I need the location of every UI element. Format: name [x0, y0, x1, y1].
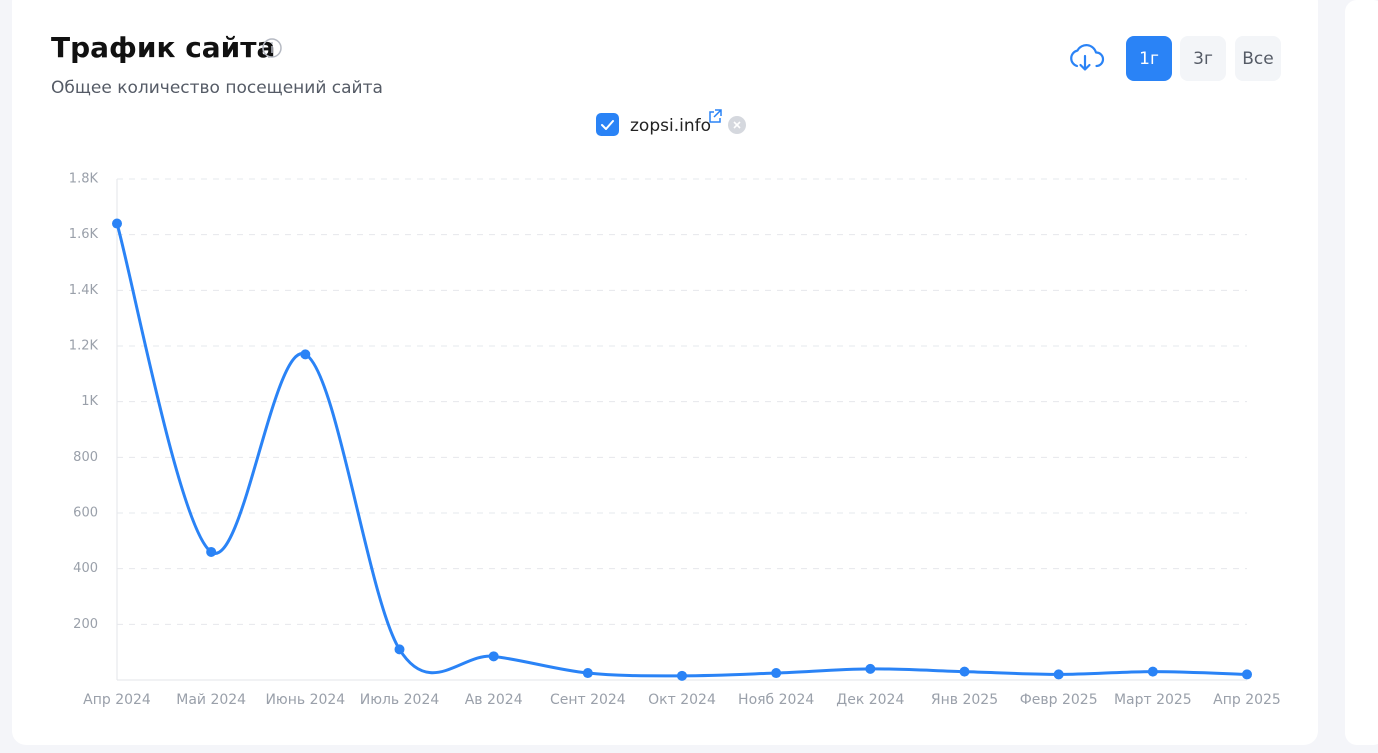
data-point[interactable]	[1053, 669, 1064, 680]
period-button-label[interactable]: 1г	[1139, 49, 1159, 69]
data-point[interactable]	[1242, 669, 1252, 680]
card-subtitle: Общее количество посещений сайта	[51, 78, 383, 98]
x-tick-label: Апр 2025	[1213, 692, 1281, 708]
card	[12, 0, 1318, 745]
legend-label: zopsi.info	[630, 116, 711, 136]
period-button-bg[interactable]	[1180, 36, 1226, 81]
period-button[interactable]: 3г	[1180, 36, 1226, 81]
x-tick-label: Ав 2024	[465, 692, 523, 708]
period-button-label[interactable]: 3г	[1193, 49, 1213, 69]
period-button[interactable]: Все	[1235, 36, 1281, 81]
data-point[interactable]	[488, 651, 499, 662]
y-tick-label: 1.4K	[69, 283, 99, 298]
y-tick-label: 1.2K	[69, 339, 99, 354]
data-point[interactable]	[959, 666, 970, 677]
data-point[interactable]	[394, 644, 405, 655]
series-line	[115, 223, 1248, 678]
x-tick-label: Май 2024	[176, 692, 246, 708]
y-tick-label: 400	[73, 561, 98, 576]
y-tick-label: 1K	[81, 394, 98, 409]
data-point[interactable]	[206, 546, 217, 557]
remove-icon[interactable]	[728, 116, 746, 134]
y-tick-label: 200	[73, 617, 98, 632]
x-tick-label: Янв 2025	[931, 692, 998, 708]
x-tick-label: Сент 2024	[550, 692, 626, 708]
data-point[interactable]	[1147, 666, 1158, 677]
side-card	[1345, 0, 1378, 745]
y-tick-label: 600	[73, 506, 98, 521]
info-icon[interactable]	[262, 38, 282, 58]
download-button[interactable]	[1070, 44, 1105, 71]
data-point[interactable]	[300, 349, 311, 360]
x-tick-label: Окт 2024	[648, 692, 716, 708]
data-point[interactable]	[112, 218, 122, 229]
x-tick-label: Февр 2025	[1020, 692, 1098, 708]
x-tick-label: Март 2025	[1114, 692, 1192, 708]
x-tick-label: Апр 2024	[83, 692, 151, 708]
legend-checkbox[interactable]	[596, 113, 619, 136]
x-tick-label: Нояб 2024	[738, 692, 814, 708]
data-point[interactable]	[582, 668, 593, 679]
y-tick-label: 800	[73, 450, 98, 465]
legend-item[interactable]: zopsi.info	[596, 109, 746, 136]
data-point[interactable]	[865, 663, 876, 674]
x-tick-label: Июль 2024	[360, 692, 440, 708]
period-button-bg[interactable]	[1235, 36, 1281, 81]
data-point[interactable]	[771, 668, 782, 679]
period-button-label[interactable]: Все	[1242, 49, 1273, 69]
y-tick-label: 1.6K	[69, 227, 99, 242]
card-title: Трафик сайта	[51, 31, 275, 64]
period-button[interactable]: 1г	[1126, 36, 1172, 81]
y-tick-label: 1.8K	[69, 172, 99, 187]
x-tick-label: Июнь 2024	[265, 692, 345, 708]
x-tick-label: Дек 2024	[836, 692, 904, 708]
data-point[interactable]	[677, 670, 687, 681]
period-button-bg[interactable]	[1126, 36, 1172, 81]
external-link-icon[interactable]	[709, 109, 722, 123]
check-mark	[601, 120, 614, 130]
